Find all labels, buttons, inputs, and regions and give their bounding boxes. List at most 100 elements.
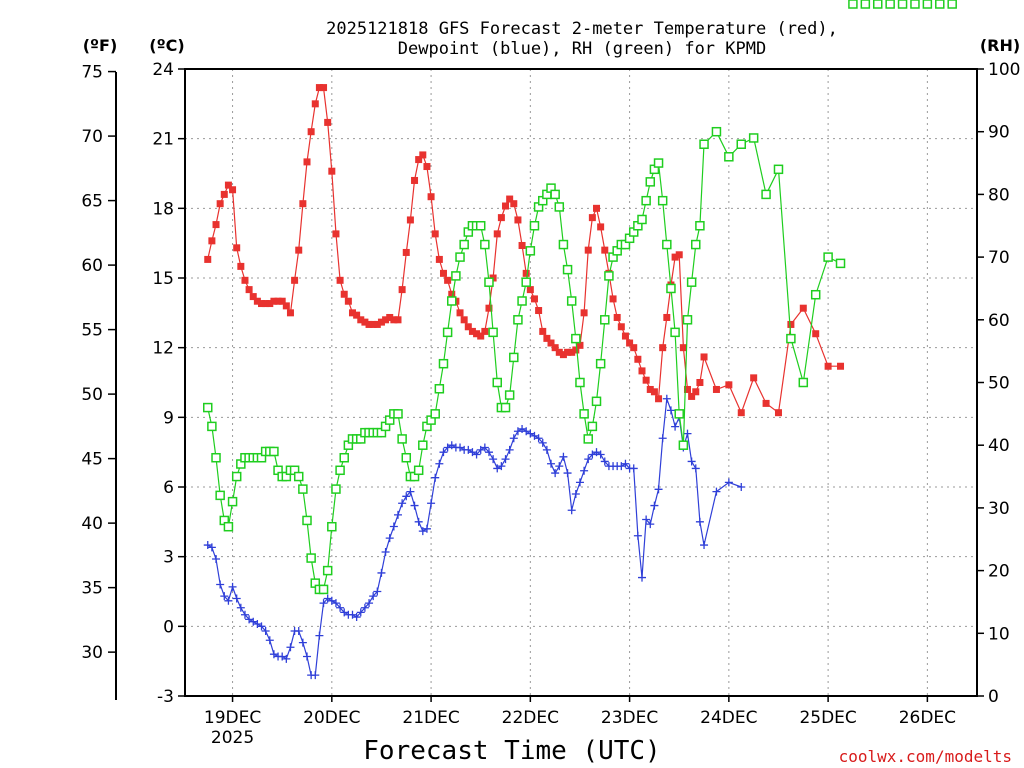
dewpoint-point	[311, 671, 320, 680]
temperature-point	[568, 348, 576, 356]
temperature-point	[320, 84, 328, 92]
temperature-point	[692, 388, 700, 396]
temperature-point	[233, 244, 241, 252]
rh-point	[641, 195, 651, 206]
x-axis-title: Forecast Time (UTC)	[363, 736, 660, 766]
dewpoint-point	[687, 457, 696, 466]
rh-point	[521, 277, 531, 287]
temperature-point	[675, 251, 683, 259]
rh-point	[509, 352, 519, 363]
rh-point	[823, 252, 833, 262]
rh-point	[401, 452, 412, 463]
temperature-point	[398, 286, 406, 294]
fahrenheit-tick-label: 65	[81, 192, 103, 212]
temperature-point	[340, 290, 348, 298]
rh-point	[504, 390, 515, 400]
temperature-point	[229, 186, 237, 194]
temperature-point	[502, 202, 510, 210]
axes: 30 35 40 45 50 55 60 65 70 75 -3 0 3 6 9 12 15 18 21 24 0 10 2…	[81, 60, 1020, 748]
rh-tick-label: 40	[988, 436, 1010, 456]
temperature-point	[559, 351, 567, 359]
temperature-point	[390, 316, 398, 324]
dewpoint-point	[418, 527, 427, 536]
rh-tick-label: 100	[988, 60, 1020, 80]
temperature-point	[353, 311, 361, 319]
temperature-point	[406, 216, 414, 224]
temperature-point	[696, 379, 704, 386]
temperature-point	[497, 214, 505, 222]
rh-point	[566, 296, 577, 306]
dewpoint-point	[261, 626, 270, 635]
rh-point	[447, 296, 457, 306]
temperature-point	[208, 237, 216, 245]
x-tick-label: 25DEC	[799, 708, 856, 728]
temperature-point	[315, 84, 323, 92]
dewpoint-point	[484, 448, 493, 457]
temperature-point	[468, 327, 476, 335]
dewpoint-point	[212, 554, 221, 563]
dewpoint-point	[592, 448, 601, 457]
temperature-point	[427, 193, 435, 201]
dewpoint-point	[509, 434, 518, 443]
temperature-point	[774, 409, 782, 417]
dewpoint-point	[476, 445, 485, 454]
temperature-point	[216, 200, 224, 208]
temperature-point	[551, 344, 559, 352]
dewpoint-point	[381, 548, 390, 557]
series-temperature	[204, 0, 956, 417]
dewpoint-point	[617, 462, 626, 471]
dewpoint-point	[236, 603, 245, 612]
rh-tick-label: 60	[988, 311, 1010, 331]
dewpoint-point	[600, 457, 609, 466]
dewpoint-point	[373, 587, 382, 596]
temperature-point	[382, 316, 390, 324]
dewpoint-point	[468, 448, 477, 457]
temperature-point	[506, 195, 514, 203]
dewpoint-point	[439, 448, 448, 457]
temperature-point	[481, 327, 489, 335]
temperature-point	[824, 362, 832, 370]
temperature-point	[580, 309, 588, 317]
rh-point	[500, 402, 511, 413]
temperature-point	[638, 367, 646, 375]
dewpoint-point	[393, 510, 402, 519]
celsius-tick-label: -3	[157, 687, 174, 707]
rh-point	[724, 152, 734, 162]
dewpoint-point	[414, 517, 423, 526]
dewpoint-point	[402, 492, 411, 501]
fahrenheit-tick-label: 75	[81, 63, 103, 83]
rh-point	[227, 496, 238, 507]
x-tick-label: 24DEC	[700, 708, 757, 728]
dewpoint-point	[365, 599, 374, 608]
fahrenheit-tick-label: 35	[81, 579, 103, 599]
dewpoint-point	[642, 515, 651, 524]
temperature-point	[812, 330, 820, 338]
dewpoint-point	[700, 541, 709, 550]
temperature-point	[493, 230, 501, 238]
temperature-point	[530, 295, 538, 303]
rh-point	[587, 421, 598, 432]
temperature-point	[659, 344, 667, 352]
dewpoint-point	[662, 394, 671, 403]
temperature-point	[377, 318, 385, 326]
temperature-point	[799, 304, 807, 312]
temperature-point	[485, 304, 493, 312]
dewpoint-point	[588, 450, 597, 459]
rh-point	[339, 452, 349, 463]
rh-point	[562, 264, 573, 275]
dewpoint-point	[327, 596, 336, 605]
chart-title-line-1: 2025121818 GFS Forecast 2-meter Temperat…	[326, 19, 838, 39]
dewpoint-point	[282, 654, 291, 663]
temperature-point	[464, 323, 472, 331]
dewpoint-point	[447, 441, 456, 450]
temperature-point	[411, 176, 419, 184]
rh-point	[583, 434, 593, 444]
dewpoint-point	[203, 541, 212, 550]
rh-point	[397, 434, 407, 444]
fahrenheit-tick-label: 55	[81, 321, 103, 341]
rh-point	[318, 584, 329, 595]
dewpoint-point	[629, 464, 638, 473]
temperature-point	[344, 297, 352, 305]
dewpoint-point	[456, 443, 465, 452]
